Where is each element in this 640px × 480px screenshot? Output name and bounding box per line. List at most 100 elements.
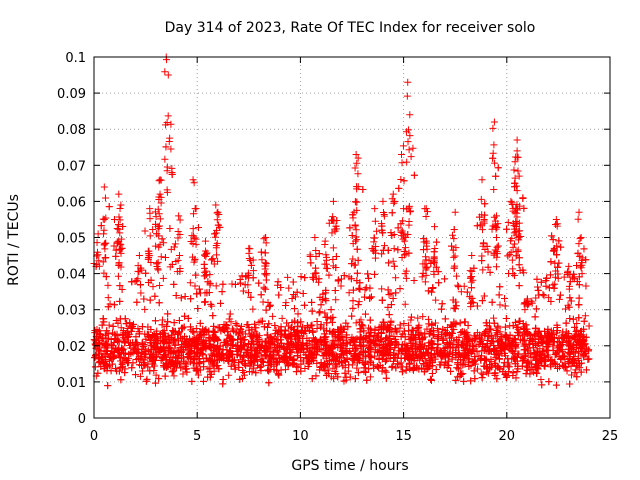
data-point (349, 356, 357, 364)
data-point (234, 342, 242, 350)
data-point (162, 350, 170, 358)
data-point (496, 301, 504, 309)
data-point (283, 359, 291, 367)
data-point (328, 343, 336, 351)
data-point (341, 356, 349, 364)
data-point (307, 259, 315, 267)
data-point (535, 291, 543, 299)
data-point (573, 362, 581, 370)
data-point (118, 285, 126, 293)
data-point (547, 297, 555, 305)
data-point (105, 321, 113, 329)
data-point (149, 283, 157, 291)
data-point (294, 332, 302, 340)
data-point (431, 355, 439, 363)
data-point (400, 327, 408, 335)
data-point (177, 294, 185, 302)
data-point (502, 315, 510, 323)
data-point (487, 363, 495, 371)
data-point (135, 328, 143, 336)
data-point (394, 350, 402, 358)
data-point (495, 291, 503, 299)
data-point (580, 245, 588, 253)
data-point (198, 350, 206, 358)
data-point (469, 299, 477, 307)
data-point (537, 376, 545, 384)
data-point (207, 256, 215, 264)
data-point (571, 332, 579, 340)
data-point (395, 184, 403, 192)
data-point (146, 336, 154, 344)
data-point (390, 245, 398, 253)
data-point (263, 331, 271, 339)
data-point (217, 299, 225, 307)
data-point (138, 323, 146, 331)
data-point (574, 354, 582, 362)
data-point (204, 373, 212, 381)
data-point (433, 238, 441, 246)
data-point (238, 356, 246, 364)
data-point (210, 322, 218, 330)
data-point (418, 273, 426, 281)
data-point (211, 230, 219, 238)
data-point (463, 288, 471, 296)
data-point (196, 331, 204, 339)
data-point (138, 367, 146, 375)
data-point (379, 351, 387, 359)
data-point (231, 281, 239, 289)
data-point (566, 278, 574, 286)
data-point (528, 299, 536, 307)
data-point (346, 373, 354, 381)
data-point (267, 340, 275, 348)
data-point (299, 290, 307, 298)
data-point (523, 329, 531, 337)
data-point (202, 340, 210, 348)
data-point (210, 347, 218, 355)
data-point (385, 324, 393, 332)
data-point (365, 274, 373, 282)
data-point (234, 336, 242, 344)
data-point (483, 368, 491, 376)
data-point (545, 294, 553, 302)
data-point (448, 322, 456, 330)
data-point (482, 356, 490, 364)
data-point (509, 372, 517, 380)
data-point (172, 292, 180, 300)
data-point (354, 369, 362, 377)
data-point (427, 260, 435, 268)
data-point (449, 350, 457, 358)
data-point (257, 362, 265, 370)
data-point (341, 358, 349, 366)
data-point (325, 271, 333, 279)
data-point (160, 344, 168, 352)
data-point (383, 356, 391, 364)
data-point (275, 371, 283, 379)
data-point (144, 347, 152, 355)
data-point (317, 345, 325, 353)
data-point (561, 305, 569, 313)
data-point (460, 377, 468, 385)
data-point (324, 366, 332, 374)
data-point (332, 296, 340, 304)
data-point (429, 284, 437, 292)
data-point (223, 321, 231, 329)
data-point (204, 365, 212, 373)
data-point (348, 232, 356, 240)
data-point (103, 367, 111, 375)
data-point (174, 234, 182, 242)
data-point (566, 314, 574, 322)
data-point (357, 349, 365, 357)
data-point (264, 324, 272, 332)
data-point (355, 298, 363, 306)
data-point (460, 282, 468, 290)
data-point (403, 363, 411, 371)
data-point (158, 235, 166, 243)
data-point (553, 324, 561, 332)
data-point (155, 299, 163, 307)
data-point (389, 295, 397, 303)
data-point (200, 363, 208, 371)
data-point (289, 361, 297, 369)
data-point (208, 352, 216, 360)
data-point (554, 347, 562, 355)
data-point (172, 364, 180, 372)
